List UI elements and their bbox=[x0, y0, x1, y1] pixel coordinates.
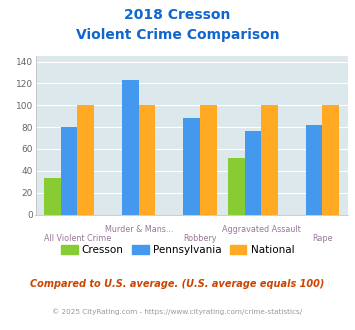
Bar bbox=[139, 105, 155, 214]
Bar bbox=[44, 179, 61, 214]
Text: 2018 Cresson: 2018 Cresson bbox=[124, 8, 231, 22]
Text: Aggravated Assault: Aggravated Assault bbox=[222, 225, 301, 234]
Bar bbox=[184, 118, 200, 214]
Bar bbox=[61, 127, 77, 214]
Bar bbox=[245, 131, 261, 214]
Text: Compared to U.S. average. (U.S. average equals 100): Compared to U.S. average. (U.S. average … bbox=[30, 279, 325, 289]
Bar bbox=[200, 105, 217, 214]
Bar bbox=[77, 105, 94, 214]
Text: © 2025 CityRating.com - https://www.cityrating.com/crime-statistics/: © 2025 CityRating.com - https://www.city… bbox=[53, 309, 302, 315]
Text: Robbery: Robbery bbox=[183, 234, 217, 243]
Bar bbox=[261, 105, 278, 214]
Text: Violent Crime Comparison: Violent Crime Comparison bbox=[76, 28, 279, 42]
Bar bbox=[122, 80, 139, 214]
Legend: Cresson, Pennsylvania, National: Cresson, Pennsylvania, National bbox=[57, 241, 298, 259]
Bar bbox=[306, 125, 322, 214]
Text: All Violent Crime: All Violent Crime bbox=[44, 234, 111, 243]
Bar bbox=[322, 105, 339, 214]
Text: Murder & Mans...: Murder & Mans... bbox=[104, 225, 173, 234]
Bar bbox=[228, 158, 245, 214]
Text: Rape: Rape bbox=[312, 234, 333, 243]
